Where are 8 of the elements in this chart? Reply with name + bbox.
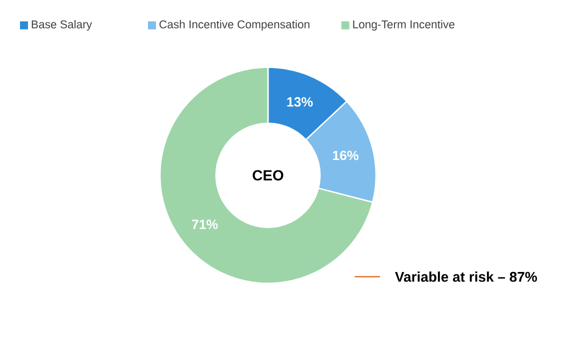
text: CEO — [252, 170, 284, 181]
text: Variable at risk – 87% — [395, 272, 537, 282]
data-label: 13% — [287, 97, 313, 107]
data-label: 71% — [192, 220, 218, 230]
legend-label: Long-Term Incentive — [353, 20, 454, 31]
legend-label: Cash Incentive Compensation — [160, 20, 310, 31]
legend-label: Base Salary — [32, 20, 92, 31]
data-label: 16% — [332, 150, 358, 160]
